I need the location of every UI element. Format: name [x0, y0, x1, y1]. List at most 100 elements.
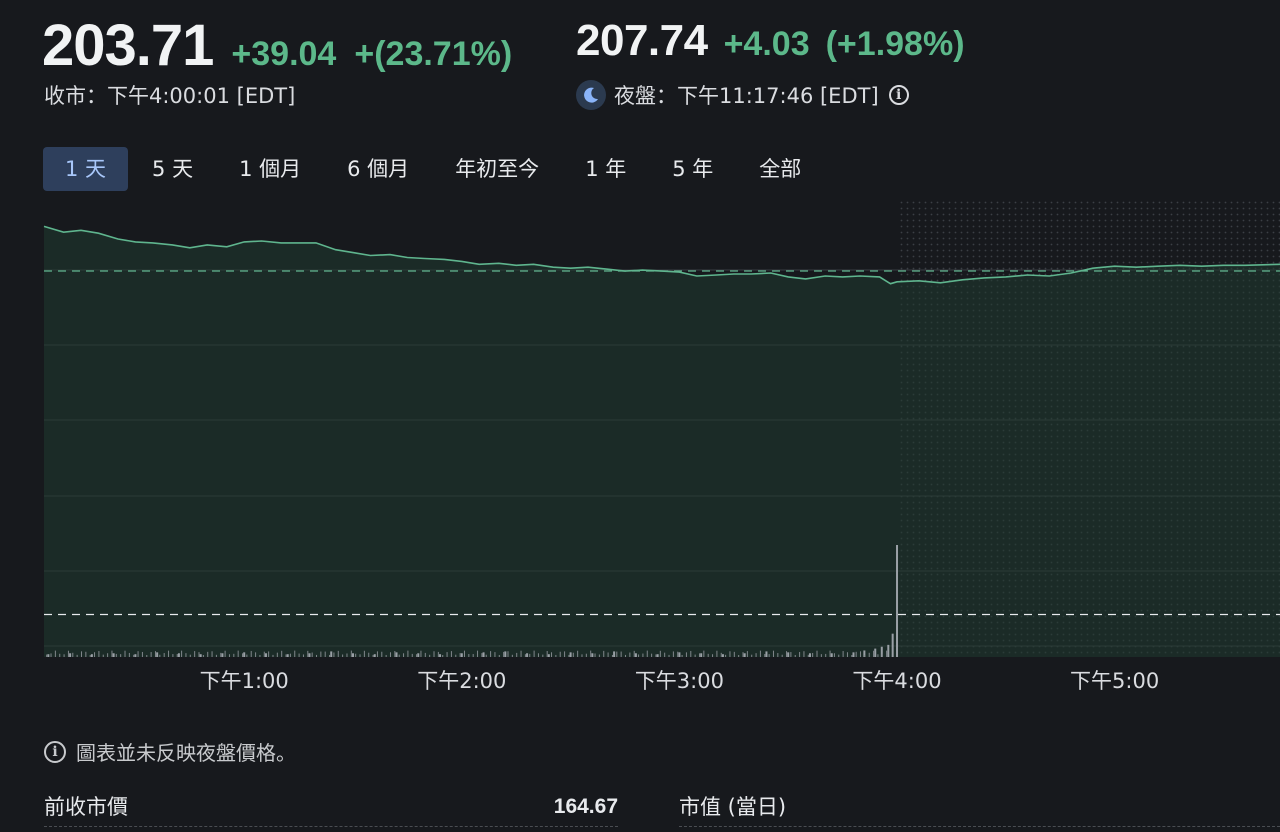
- volume-bar: [146, 654, 148, 657]
- volume-bar: [838, 654, 840, 657]
- volume-bar: [524, 654, 526, 657]
- volume-bar: [830, 653, 833, 657]
- volume-bar: [720, 652, 722, 657]
- volume-bar: [498, 654, 500, 657]
- volume-bar: [294, 650, 296, 657]
- volume-bar: [411, 653, 413, 657]
- volume-bar: [685, 652, 687, 657]
- price-area: [44, 226, 1280, 657]
- volume-bar: [690, 650, 692, 657]
- volume-bar: [268, 651, 270, 657]
- volume-bar: [385, 654, 387, 657]
- volume-bar: [198, 652, 200, 657]
- volume-bar: [272, 654, 274, 657]
- x-tick-label: 下午5:00: [1070, 669, 1159, 693]
- volume-bar: [395, 652, 398, 657]
- tab-1d[interactable]: 1 天: [43, 147, 129, 191]
- volume-bar: [759, 650, 761, 657]
- tab-1m[interactable]: 1 個月: [239, 157, 302, 181]
- volume-bar: [516, 652, 518, 657]
- volume-bar: [255, 652, 257, 657]
- volume-bar: [276, 652, 278, 657]
- volume-bar: [156, 652, 159, 657]
- volume-bar: [459, 653, 461, 657]
- volume-bar: [678, 652, 681, 657]
- volume-bar: [243, 652, 246, 657]
- volume-bar: [746, 651, 748, 657]
- volume-bar: [311, 652, 313, 657]
- tab-5y[interactable]: 5 年: [672, 157, 714, 181]
- x-axis: 下午1:00 下午2:00 下午3:00 下午4:00 下午5:00: [200, 669, 1160, 693]
- volume-bar: [359, 654, 361, 657]
- volume-bar: [529, 653, 531, 657]
- volume-bar: [363, 650, 365, 657]
- volume-bar: [308, 653, 311, 657]
- volume-bar: [352, 653, 354, 657]
- quote-header: 203.71 +39.04 +(23.71%): [42, 12, 512, 79]
- volume-bar: [672, 651, 674, 657]
- volume-bar: [833, 653, 835, 657]
- info-icon[interactable]: i: [888, 85, 909, 105]
- volume-bar: [703, 650, 705, 657]
- volume-bar: [215, 654, 217, 657]
- volume-bar: [786, 651, 788, 657]
- volume-bar: [787, 652, 790, 657]
- volume-bar: [569, 652, 572, 657]
- close-time-text: 收市：下午4:00:01 [EDT]: [44, 84, 296, 108]
- tab-1y[interactable]: 1 年: [585, 157, 627, 181]
- volume-bar: [751, 654, 753, 657]
- volume-bar: [742, 652, 744, 657]
- volume-bar: [417, 653, 420, 657]
- volume-bars: [46, 545, 899, 657]
- volume-bar: [572, 652, 574, 657]
- volume-bar: [242, 653, 244, 657]
- volume-bar: [738, 654, 740, 657]
- volume-bar: [76, 654, 78, 657]
- tab-all[interactable]: 全部: [759, 157, 802, 181]
- volume-bar: [503, 651, 505, 657]
- volume-bar: [168, 650, 170, 657]
- volume-bar: [864, 654, 866, 657]
- volume-bar: [668, 654, 670, 657]
- volume-bar: [185, 653, 187, 657]
- tab-5d[interactable]: 5 天: [152, 157, 194, 181]
- volume-bar: [316, 654, 318, 657]
- volume-bar: [873, 650, 875, 657]
- after-hours-change: +4.03: [723, 25, 810, 63]
- volume-bar: [433, 651, 435, 657]
- volume-bar: [807, 654, 809, 657]
- x-tick-label: 下午2:00: [417, 669, 506, 693]
- volume-bar: [67, 650, 69, 657]
- after-hours-price: 207.74: [576, 16, 708, 65]
- volume-bar: [442, 654, 444, 657]
- volume-bar: [511, 654, 513, 657]
- volume-bar: [768, 654, 770, 657]
- volume-bar: [781, 654, 783, 657]
- price-chart[interactable]: 下午1:00 下午2:00 下午3:00 下午4:00 下午5:00: [0, 195, 1280, 700]
- volume-bar: [337, 650, 339, 657]
- volume-bar: [633, 650, 635, 657]
- volume-bar: [202, 654, 204, 657]
- volume-bar: [777, 653, 779, 657]
- volume-bar: [764, 653, 766, 657]
- volume-bar: [721, 654, 724, 657]
- volume-bar: [102, 654, 104, 657]
- tab-ytd[interactable]: 年初至今: [455, 157, 540, 181]
- volume-bar: [90, 654, 93, 657]
- volume-bar: [504, 651, 507, 657]
- volume-bar: [651, 653, 653, 657]
- volume-bar: [481, 653, 483, 657]
- volume-bar: [603, 650, 605, 657]
- volume-bar: [463, 650, 465, 657]
- tab-6m[interactable]: 6 個月: [347, 157, 410, 181]
- after-hours-time-label: 夜盤：下午11:17:46 [EDT] i: [576, 80, 909, 110]
- volume-bar: [542, 654, 544, 657]
- volume-bar: [350, 650, 352, 657]
- info-icon: i: [44, 740, 66, 763]
- volume-bar: [886, 650, 888, 657]
- volume-bar: [176, 653, 178, 657]
- volume-bar: [585, 653, 587, 657]
- volume-bar: [285, 654, 287, 657]
- x-tick-label: 下午3:00: [635, 669, 724, 693]
- volume-bar: [700, 653, 703, 657]
